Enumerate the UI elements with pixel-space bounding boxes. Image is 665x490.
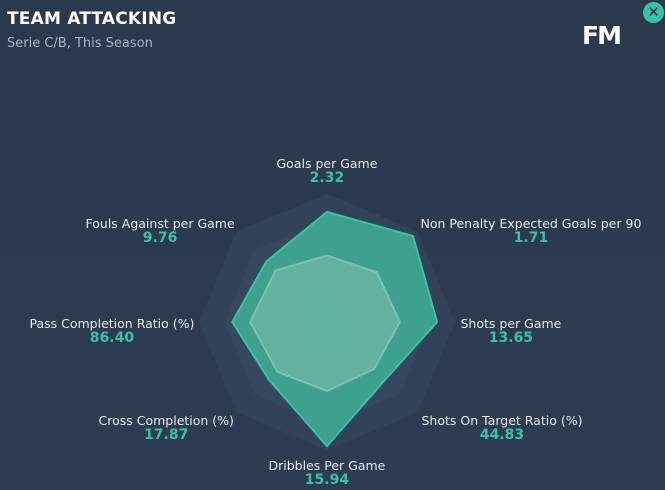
axis-value: 1.71: [513, 230, 549, 246]
axis-label-5: Cross Completion (%) 17.87: [99, 413, 234, 443]
axis-name: Dribbles Per Game: [268, 458, 386, 473]
axis-name: Goals per Game: [276, 156, 378, 171]
close-icon[interactable]: ✕: [643, 2, 664, 23]
axis-label-4: Dribbles Per Game 15.94: [269, 458, 386, 488]
axis-name: Shots per Game: [460, 316, 562, 331]
panel-title: TEAM ATTACKING: [7, 9, 177, 29]
axis-value: 15.94: [304, 472, 350, 488]
axis-name: Shots On Target Ratio (%): [421, 413, 583, 428]
average-series-polygon: [249, 254, 402, 393]
axis-label-3: Shots On Target Ratio (%) 44.83: [422, 413, 583, 443]
fm-logo: FM: [582, 21, 622, 50]
axis-name: Fouls Against per Game: [85, 216, 235, 231]
axis-name: Cross Completion (%): [98, 413, 234, 428]
axis-name: Pass Completion Ratio (%): [29, 316, 195, 331]
axis-name: Non Penalty Expected Goals per 90: [420, 216, 642, 231]
axis-value: 86.40: [89, 330, 135, 346]
axis-label-6: Pass Completion Ratio (%) 86.40: [30, 316, 195, 346]
axis-value: 2.32: [309, 170, 345, 186]
axis-label-0: Goals per Game 2.32: [277, 156, 378, 186]
axis-value: 9.76: [142, 230, 178, 246]
axis-value: 17.87: [144, 427, 189, 443]
axis-label-7: Fouls Against per Game 9.76: [86, 216, 235, 246]
radar-series: [231, 210, 439, 448]
axis-label-1: Non Penalty Expected Goals per 90 1.71: [421, 216, 642, 246]
axis-value: 13.65: [488, 330, 534, 346]
axis-value: 44.83: [479, 427, 525, 443]
axis-label-2: Shots per Game 13.65: [461, 316, 562, 346]
panel-subtitle: Serie C/B, This Season: [7, 36, 153, 51]
